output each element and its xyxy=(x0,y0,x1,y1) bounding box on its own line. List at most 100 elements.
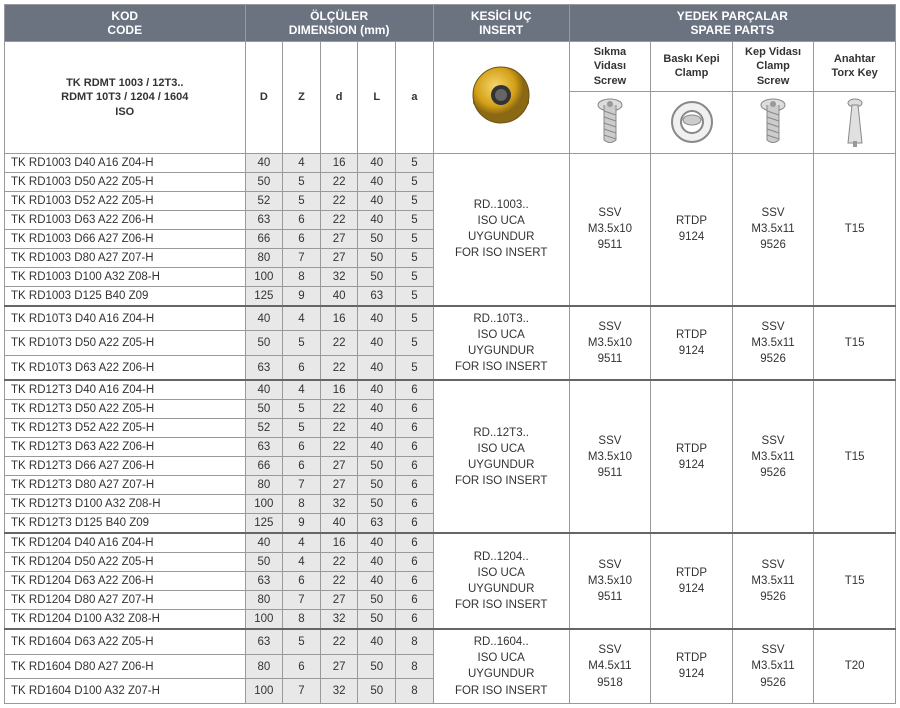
dim-value: 5 xyxy=(283,419,321,438)
code-cell: TK RD1604 D63 A22 Z05-H xyxy=(5,629,246,654)
dim-value: 6 xyxy=(396,514,434,534)
dim-value: 5 xyxy=(396,267,434,286)
spare-2: SSV M3.5x11 9526 xyxy=(732,629,814,703)
code-cell: TK RD1003 D63 A22 Z06-H xyxy=(5,210,246,229)
dim-value: 4 xyxy=(283,153,321,172)
dim-value: 5 xyxy=(396,210,434,229)
dim-d: d xyxy=(320,42,358,154)
dim-value: 8 xyxy=(283,495,321,514)
dim-value: 40 xyxy=(245,380,283,400)
dim-value: 7 xyxy=(283,591,321,610)
code-cell: TK RD1604 D80 A27 Z06-H xyxy=(5,654,246,678)
dim-value: 6 xyxy=(396,591,434,610)
dim-value: 52 xyxy=(245,419,283,438)
dim-value: 22 xyxy=(320,419,358,438)
dim-value: 40 xyxy=(358,153,396,172)
dim-value: 9 xyxy=(283,514,321,534)
spare-2: SSV M3.5x11 9526 xyxy=(732,153,814,306)
spare-0: SSV M3.5x10 9511 xyxy=(569,380,651,533)
dim-value: 6 xyxy=(396,476,434,495)
dim-value: 22 xyxy=(320,553,358,572)
code-cell: TK RD12T3 D50 A22 Z05-H xyxy=(5,400,246,419)
dim-value: 5 xyxy=(396,191,434,210)
dim-value: 40 xyxy=(358,553,396,572)
spare-0: SSV M4.5x11 9518 xyxy=(569,629,651,703)
code-cell: TK RD1204 D100 A32 Z08-H xyxy=(5,610,246,630)
clamp-icon xyxy=(651,91,733,153)
dim-value: 27 xyxy=(320,229,358,248)
insert-spec: RD..10T3.. ISO UCA UYGUNDUR FOR ISO INSE… xyxy=(433,306,569,380)
dim-value: 7 xyxy=(283,679,321,703)
code-cell: TK RD1204 D50 A22 Z05-H xyxy=(5,553,246,572)
dim-value: 50 xyxy=(358,267,396,286)
code-cell: TK RD10T3 D50 A22 Z05-H xyxy=(5,331,246,355)
spare-0: SSV M3.5x10 9511 xyxy=(569,533,651,629)
dim-value: 50 xyxy=(358,229,396,248)
spare-1: RTDP 9124 xyxy=(651,533,733,629)
spare-0: SSV M3.5x10 9511 xyxy=(569,306,651,380)
dim-value: 4 xyxy=(283,553,321,572)
dim-value: 50 xyxy=(358,495,396,514)
dim-value: 6 xyxy=(283,355,321,380)
spare-clampscrew: Kep Vidası Clamp Screw xyxy=(732,42,814,92)
insert-spec: RD..12T3.. ISO UCA UYGUNDUR FOR ISO INSE… xyxy=(433,380,569,533)
dim-value: 5 xyxy=(283,331,321,355)
dim-value: 22 xyxy=(320,191,358,210)
dim-value: 125 xyxy=(245,514,283,534)
dim-value: 50 xyxy=(245,400,283,419)
dim-value: 5 xyxy=(396,355,434,380)
dim-value: 50 xyxy=(358,476,396,495)
dim-value: 32 xyxy=(320,495,358,514)
hdr-dim: ÖLÇÜLER DIMENSION (mm) xyxy=(245,5,433,42)
dim-value: 8 xyxy=(283,610,321,630)
dim-value: 6 xyxy=(396,610,434,630)
dim-value: 40 xyxy=(358,629,396,654)
code-cell: TK RD1204 D80 A27 Z07-H xyxy=(5,591,246,610)
dim-value: 50 xyxy=(358,679,396,703)
dim-value: 7 xyxy=(283,248,321,267)
dim-value: 32 xyxy=(320,610,358,630)
insert-spec: RD..1604.. ISO UCA UYGUNDUR FOR ISO INSE… xyxy=(433,629,569,703)
dim-value: 4 xyxy=(283,306,321,331)
code-cell: TK RD1604 D100 A32 Z07-H xyxy=(5,679,246,703)
code-cell: TK RD1003 D50 A22 Z05-H xyxy=(5,172,246,191)
dim-value: 66 xyxy=(245,457,283,476)
hdr-code: KOD CODE xyxy=(5,5,246,42)
dim-value: 6 xyxy=(283,654,321,678)
code-cell: TK RD12T3 D125 B40 Z09 xyxy=(5,514,246,534)
dim-value: 5 xyxy=(396,306,434,331)
dim-value: 63 xyxy=(245,438,283,457)
dim-value: 27 xyxy=(320,476,358,495)
spare-3: T20 xyxy=(814,629,896,703)
dim-value: 40 xyxy=(320,286,358,306)
dim-value: 22 xyxy=(320,438,358,457)
dim-value: 6 xyxy=(396,553,434,572)
spare-1: RTDP 9124 xyxy=(651,153,733,306)
dim-D: D xyxy=(245,42,283,154)
dim-value: 80 xyxy=(245,654,283,678)
hdr-insert: KESİCİ UÇ INSERT xyxy=(433,5,569,42)
spare-0: SSV M3.5x10 9511 xyxy=(569,153,651,306)
dim-value: 100 xyxy=(245,679,283,703)
spare-1: RTDP 9124 xyxy=(651,306,733,380)
dim-value: 40 xyxy=(245,533,283,553)
dim-value: 50 xyxy=(245,331,283,355)
dim-value: 5 xyxy=(396,248,434,267)
dim-value: 22 xyxy=(320,172,358,191)
dim-value: 100 xyxy=(245,495,283,514)
dim-value: 32 xyxy=(320,267,358,286)
dim-value: 40 xyxy=(358,172,396,191)
dim-value: 125 xyxy=(245,286,283,306)
dim-value: 40 xyxy=(358,210,396,229)
dim-value: 22 xyxy=(320,331,358,355)
spare-screw: Sıkma Vidası Screw xyxy=(569,42,651,92)
dim-value: 6 xyxy=(396,572,434,591)
dim-value: 16 xyxy=(320,306,358,331)
insert-spec: RD..1003.. ISO UCA UYGUNDUR FOR ISO INSE… xyxy=(433,153,569,306)
dim-value: 40 xyxy=(358,438,396,457)
dim-value: 8 xyxy=(396,679,434,703)
dim-a: a xyxy=(396,42,434,154)
dim-value: 8 xyxy=(396,654,434,678)
dim-value: 40 xyxy=(358,533,396,553)
dim-value: 5 xyxy=(283,400,321,419)
